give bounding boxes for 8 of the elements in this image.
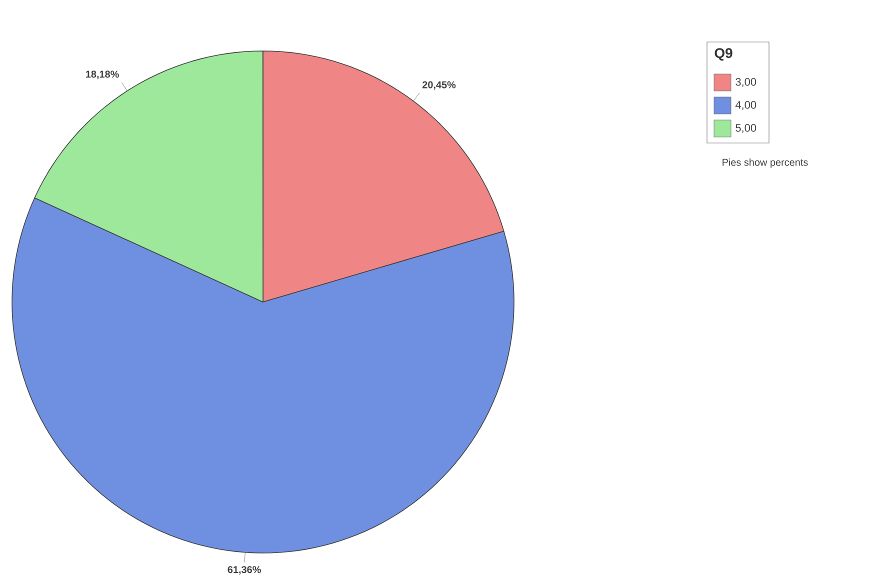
legend-label: 5,00 (736, 124, 756, 134)
legend-label: 4,00 (735, 100, 756, 110)
data-label: 61,36% (228, 566, 261, 575)
text: Pies show percents (722, 158, 808, 168)
data-label: 18,18% (86, 70, 119, 80)
legend-label: 3,00 (736, 78, 756, 88)
data-label: 20,45% (422, 81, 456, 90)
legend-title: Q9 (714, 48, 732, 61)
